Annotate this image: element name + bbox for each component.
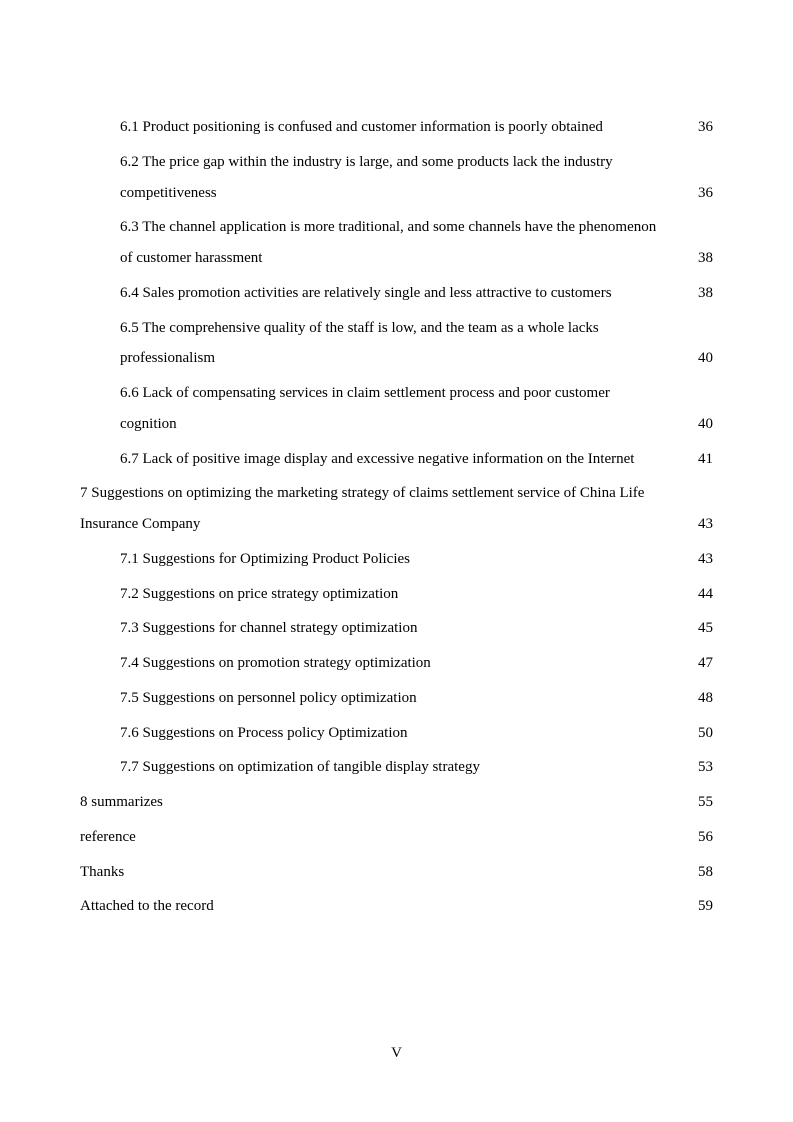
page-number: V	[0, 1045, 793, 1062]
toc-entry-page: 55	[693, 787, 713, 818]
toc-entry: 6.7 Lack of positive image display and e…	[80, 444, 713, 475]
toc-entry: 6.6 Lack of compensating services in cla…	[80, 378, 713, 440]
toc-entry: 6.2 The price gap within the industry is…	[80, 147, 713, 209]
toc-entry: 7.4 Suggestions on promotion strategy op…	[80, 648, 713, 679]
toc-entry-label: 7.2 Suggestions on price strategy optimi…	[120, 579, 398, 610]
toc-entry-label: competitiveness	[120, 178, 217, 209]
toc-entry-page: 44	[693, 579, 713, 610]
toc-entry-label: 6.3 The channel application is more trad…	[120, 212, 713, 243]
toc-entry: Attached to the record 59	[80, 891, 713, 922]
toc-entry-label: 6.7 Lack of positive image display and e…	[120, 444, 634, 475]
toc-entry: 7.5 Suggestions on personnel policy opti…	[80, 683, 713, 714]
toc-entry: 7.1 Suggestions for Optimizing Product P…	[80, 544, 713, 575]
toc-entry-label: 7.1 Suggestions for Optimizing Product P…	[120, 544, 410, 575]
toc-entry-label: reference	[80, 822, 136, 853]
toc-entry-page: 53	[693, 752, 713, 783]
toc-entry-continuation: of customer harassment 38	[120, 243, 713, 274]
toc-entry-label: 7.4 Suggestions on promotion strategy op…	[120, 648, 431, 679]
toc-entry-label: 7.7 Suggestions on optimization of tangi…	[120, 752, 480, 783]
toc-entry-label: of customer harassment	[120, 243, 262, 274]
toc-entry: 7.2 Suggestions on price strategy optimi…	[80, 579, 713, 610]
toc-entry-label: 6.4 Sales promotion activities are relat…	[120, 278, 612, 309]
toc-entry-page: 48	[693, 683, 713, 714]
toc-entry-page: 41	[693, 444, 713, 475]
toc-entry-page: 50	[693, 718, 713, 749]
toc-entry: Thanks 58	[80, 857, 713, 888]
toc-entry-page: 58	[693, 857, 713, 888]
toc-entry-page: 45	[693, 613, 713, 644]
toc-entry: 7 Suggestions on optimizing the marketin…	[80, 478, 713, 540]
toc-entry-continuation: cognition 40	[120, 409, 713, 440]
toc-entry: 6.1 Product positioning is confused and …	[80, 112, 713, 143]
toc-entry: 7.6 Suggestions on Process policy Optimi…	[80, 718, 713, 749]
toc-entry: reference 56	[80, 822, 713, 853]
toc-entry: 7.3 Suggestions for channel strategy opt…	[80, 613, 713, 644]
toc-entry-label: 7.3 Suggestions for channel strategy opt…	[120, 613, 417, 644]
toc-entry-label: 8 summarizes	[80, 787, 163, 818]
toc-entry-label: 6.6 Lack of compensating services in cla…	[120, 378, 713, 409]
toc-entry-label: Thanks	[80, 857, 124, 888]
toc-entry: 6.4 Sales promotion activities are relat…	[80, 278, 713, 309]
toc-entry-label: 6.1 Product positioning is confused and …	[120, 112, 603, 143]
toc-entry-page: 40	[693, 343, 713, 374]
toc-entry-page: 59	[693, 891, 713, 922]
toc-entry-page: 47	[693, 648, 713, 679]
toc-entry-page: 36	[693, 178, 713, 209]
toc-entry-continuation: professionalism 40	[120, 343, 713, 374]
toc-entry-page: 38	[693, 243, 713, 274]
toc-entry-page: 38	[693, 278, 713, 309]
toc-entry-page: 43	[693, 544, 713, 575]
toc-entry-label: 6.5 The comprehensive quality of the sta…	[120, 313, 713, 344]
toc-entry-page: 43	[693, 509, 713, 540]
toc-entry-continuation: competitiveness 36	[120, 178, 713, 209]
toc-entry-label: 7.6 Suggestions on Process policy Optimi…	[120, 718, 407, 749]
toc-entry-label: Insurance Company	[80, 509, 200, 540]
toc-entry-label: 7 Suggestions on optimizing the marketin…	[80, 478, 713, 509]
toc-entry-continuation: Insurance Company 43	[80, 509, 713, 540]
toc-entry-label: 7.5 Suggestions on personnel policy opti…	[120, 683, 417, 714]
toc-entry: 7.7 Suggestions on optimization of tangi…	[80, 752, 713, 783]
toc-entry: 6.5 The comprehensive quality of the sta…	[80, 313, 713, 375]
toc-entry-page: 40	[693, 409, 713, 440]
toc-entry: 6.3 The channel application is more trad…	[80, 212, 713, 274]
toc-entry-page: 36	[693, 112, 713, 143]
table-of-contents: 6.1 Product positioning is confused and …	[80, 112, 713, 922]
toc-entry-label: Attached to the record	[80, 891, 214, 922]
toc-entry-label: professionalism	[120, 343, 215, 374]
toc-entry-label: cognition	[120, 409, 177, 440]
toc-entry-page: 56	[693, 822, 713, 853]
toc-entry: 8 summarizes 55	[80, 787, 713, 818]
toc-entry-label: 6.2 The price gap within the industry is…	[120, 147, 713, 178]
